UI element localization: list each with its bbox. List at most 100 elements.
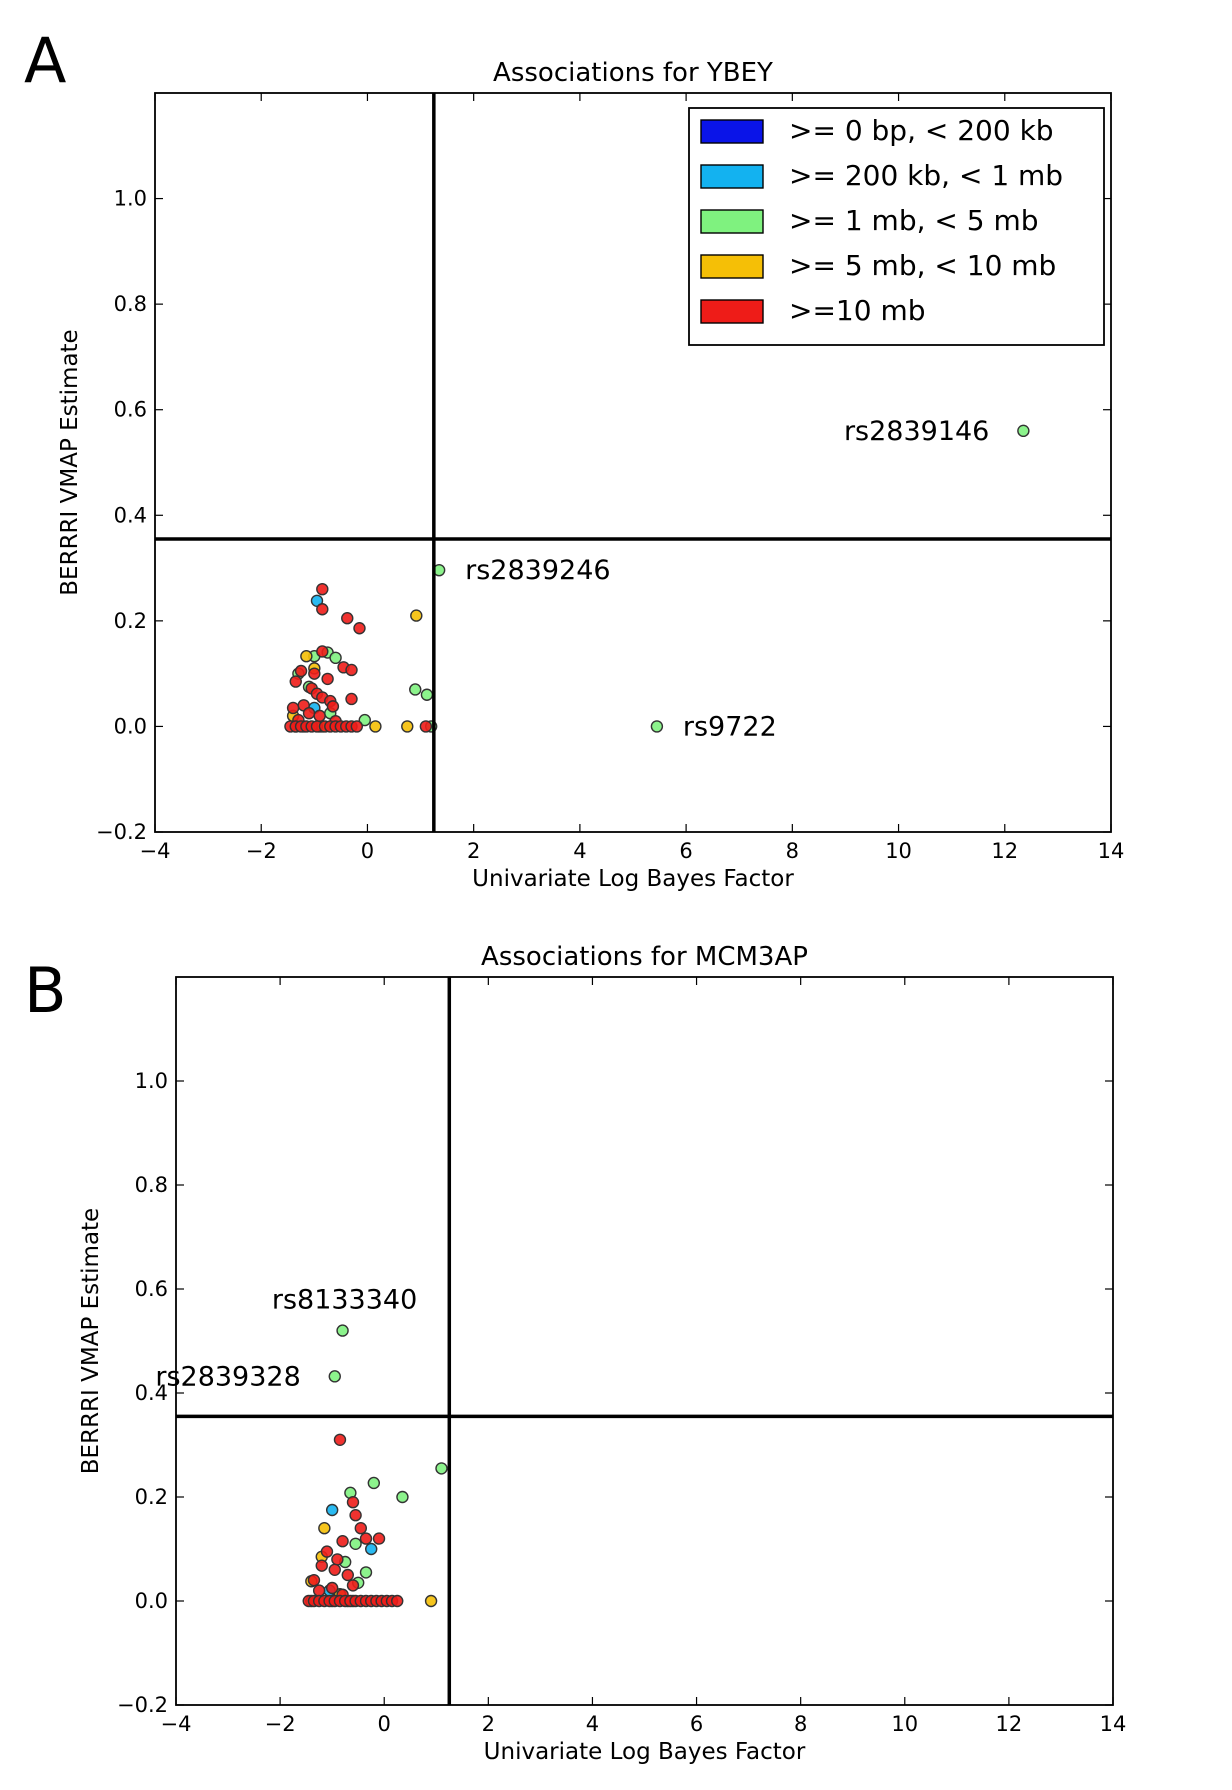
data-point	[307, 1573, 321, 1587]
data-point	[1017, 424, 1030, 438]
x-tick-label: 14	[1098, 839, 1125, 863]
data-point	[349, 1537, 362, 1551]
x-tick-label: −2	[246, 839, 277, 863]
legend-swatch	[700, 209, 764, 234]
data-point	[401, 720, 414, 733]
y-tick-label: 0.0	[114, 714, 147, 738]
y-tick-label: −0.2	[96, 820, 147, 844]
data-point	[341, 612, 354, 625]
snp-annotation: rs8133340	[272, 1285, 417, 1316]
legend-swatch	[700, 299, 764, 324]
data-point	[302, 707, 316, 720]
data-point	[313, 709, 326, 723]
data-point	[300, 650, 313, 663]
data-point	[345, 692, 358, 706]
data-point	[318, 1521, 331, 1535]
data-point	[409, 683, 422, 696]
y-tick-label: 1.0	[114, 187, 147, 211]
data-point	[359, 1566, 373, 1579]
data-point	[316, 603, 329, 616]
data-point	[341, 1568, 354, 1582]
data-point	[308, 667, 321, 680]
data-point	[420, 688, 434, 701]
x-axis-label: Univariate Log Bayes Factor	[472, 866, 794, 892]
snp-annotation: rs9722	[683, 711, 777, 742]
data-point	[391, 1594, 404, 1608]
snp-annotation: rs2839146	[844, 416, 989, 447]
data-point	[316, 645, 329, 658]
x-axis-label: Univariate Log Bayes Factor	[484, 1739, 806, 1765]
data-point	[336, 1534, 349, 1548]
data-point	[435, 1462, 448, 1475]
y-tick-label: 1.0	[135, 1069, 168, 1093]
data-point	[650, 720, 664, 733]
data-point	[410, 609, 423, 622]
x-tick-label: −2	[265, 1712, 296, 1736]
x-tick-label: 2	[467, 839, 480, 863]
x-tick-label: 6	[679, 839, 692, 863]
y-axis-label: BERRRI VMAP Estimate	[78, 1208, 104, 1474]
data-point	[315, 1559, 328, 1572]
data-point	[367, 1476, 381, 1490]
y-tick-label: 0.8	[135, 1173, 168, 1197]
x-tick-label: −4	[161, 1712, 192, 1736]
data-point	[312, 1584, 326, 1597]
legend-swatch	[700, 164, 764, 189]
plot-frame	[175, 976, 1114, 1706]
chart-title: Associations for YBEY	[493, 58, 773, 88]
snp-annotation: rs2839246	[465, 555, 610, 586]
legend-label: >= 1 mb, < 5 mb	[789, 204, 1039, 237]
y-tick-label: 0.6	[114, 398, 147, 422]
x-tick-label: 0	[378, 1712, 391, 1736]
x-tick-label: 10	[885, 839, 912, 863]
data-point	[294, 664, 308, 678]
data-point	[419, 720, 433, 733]
y-tick-label: 0.6	[135, 1277, 168, 1301]
panel-label-b: B	[24, 954, 67, 1027]
y-tick-label: 0.2	[114, 609, 147, 633]
data-point	[358, 713, 371, 727]
data-point	[328, 1563, 341, 1577]
data-point	[328, 1370, 341, 1383]
data-point	[325, 1581, 339, 1595]
legend-swatch	[700, 119, 764, 144]
y-tick-label: 0.2	[135, 1485, 168, 1509]
data-point	[424, 1594, 438, 1608]
legend: >= 0 bp, < 200 kb >= 200 kb, < 1 mb >= 1 m…	[688, 107, 1105, 346]
y-tick-label: −0.2	[117, 1693, 168, 1717]
x-tick-label: 14	[1100, 1712, 1127, 1736]
y-tick-label: 0.8	[114, 292, 147, 316]
x-tick-label: 2	[482, 1712, 495, 1736]
data-point	[326, 700, 340, 713]
chart-ybey: Associations for YBEY −4 −2 0 2 4 6 8 10 12 14 −0.2…	[57, 58, 1124, 892]
data-point	[396, 1490, 409, 1504]
x-tick-label: 12	[991, 839, 1018, 863]
snp-annotation: rs2839328	[155, 1361, 300, 1392]
legend-label: >= 0 bp, < 200 kb	[789, 114, 1054, 147]
x-tick-label: 8	[786, 839, 799, 863]
x-tick-label: 8	[794, 1712, 807, 1736]
data-point	[333, 1433, 347, 1447]
y-axis-label: BERRRI VMAP Estimate	[57, 329, 83, 595]
y-tick-label: 0.0	[135, 1589, 168, 1613]
legend-swatch	[700, 254, 764, 279]
x-tick-label: −4	[140, 839, 171, 863]
data-point	[349, 1508, 362, 1522]
data-point	[336, 1324, 349, 1337]
data-point	[320, 1545, 334, 1558]
x-tick-label: 4	[573, 839, 586, 863]
data-point	[346, 1579, 360, 1592]
data-point	[372, 1532, 386, 1545]
data-point	[365, 1542, 378, 1556]
data-point	[329, 651, 342, 665]
x-tick-label: 12	[996, 1712, 1023, 1736]
data-point	[289, 675, 302, 688]
data-point	[369, 720, 382, 733]
data-point	[325, 1503, 339, 1517]
chart-title: Associations for MCM3AP	[481, 942, 808, 972]
legend-label: >= 200 kb, < 1 mb	[789, 159, 1063, 192]
chart-mcm3ap: Associations for MCM3AP −4 −2 0 2 4 6 8 10 12 14 −0…	[78, 942, 1126, 1765]
data-point	[321, 672, 334, 686]
legend-label: >= 5 mb, < 10 mb	[789, 249, 1056, 282]
